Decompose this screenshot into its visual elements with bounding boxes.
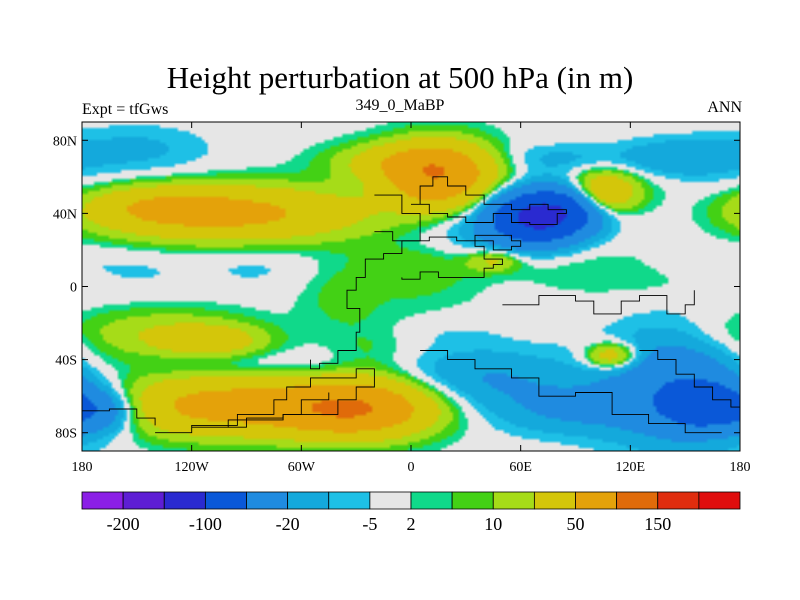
colorbar-box [287, 491, 330, 510]
coastline-5 [474, 234, 522, 251]
colorbar-box [533, 491, 576, 510]
chart-title: Height perturbation at 500 hPa (in m) [166, 60, 634, 95]
center-string: 349_0_MaBP [355, 97, 445, 114]
heatmap-image [82, 122, 740, 451]
colorbar-box [410, 491, 453, 510]
colorbar-box [369, 491, 412, 510]
colorbar-box [575, 491, 618, 510]
coastline-1 [228, 392, 330, 428]
axis-ticks: 180 120W 60W 0 60E 120E 180 80N 40N 0 40S 80S [53, 122, 751, 475]
colorbar: -200 -100 -20 -5 2 10 50 150 [81, 491, 741, 534]
colorbar-label: -20 [276, 514, 300, 534]
coastline-4 [374, 231, 503, 280]
left-string: Expt = tfGws [82, 101, 169, 118]
coastline-7 [420, 350, 722, 434]
x-tick-label: 60E [509, 460, 532, 475]
colorbar-label: -5 [362, 514, 377, 534]
x-tick-label: 180 [72, 460, 93, 475]
colorbar-box [204, 491, 247, 510]
coastline-0 [155, 368, 375, 434]
colorbar-box [492, 491, 535, 510]
colorbar-box [163, 491, 206, 510]
colorbar-label: 150 [644, 514, 671, 534]
colorbar-box [451, 491, 494, 510]
colorbar-box [616, 491, 659, 510]
x-tick-label: 180 [730, 460, 751, 475]
coastline-9 [82, 408, 156, 426]
colorbar-label: 10 [484, 514, 502, 534]
x-tick-label: 120E [616, 460, 646, 475]
colorbar-box [122, 491, 165, 510]
colorbar-box [698, 491, 741, 510]
y-tick-label: 40S [55, 354, 77, 369]
right-string: ANN [707, 99, 742, 116]
y-tick-label: 40N [53, 207, 77, 222]
x-tick-label: 120W [175, 460, 210, 475]
colorbar-box [246, 491, 289, 510]
y-tick-label: 80S [55, 427, 77, 442]
colorbar-label: 50 [567, 514, 585, 534]
colorbar-box [81, 491, 124, 510]
x-tick-label: 60W [288, 460, 316, 475]
coastline-6 [502, 290, 695, 315]
colorbar-box [328, 491, 371, 510]
colorbar-box [657, 491, 700, 510]
x-tick-label: 0 [408, 460, 415, 475]
colorbar-label: -100 [189, 514, 222, 534]
coastlines [82, 176, 741, 434]
colorbar-label: -200 [107, 514, 140, 534]
coastline-3 [411, 176, 567, 225]
y-tick-label: 80N [53, 134, 77, 149]
y-tick-label: 0 [70, 281, 77, 296]
colorbar-label: 2 [407, 514, 416, 534]
coastline-8 [639, 350, 741, 411]
heatmap-field [82, 122, 740, 451]
